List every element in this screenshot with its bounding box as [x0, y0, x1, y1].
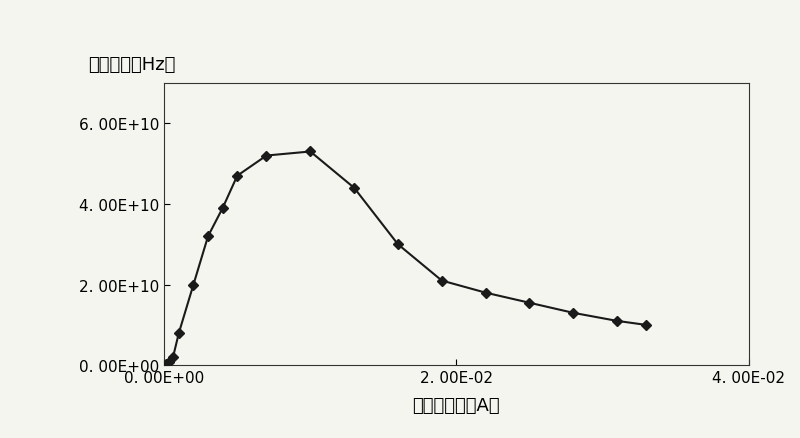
Text: 截止频率（Hz）: 截止频率（Hz） — [88, 56, 176, 74]
X-axis label: 集电极电流（A）: 集电极电流（A） — [413, 396, 500, 414]
